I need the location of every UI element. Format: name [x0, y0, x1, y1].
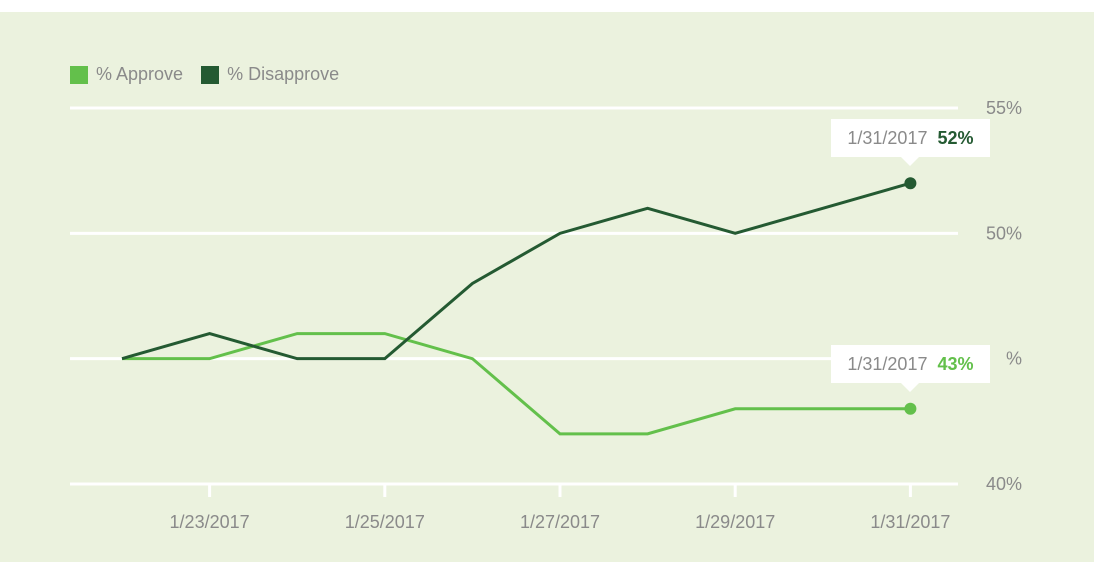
tooltip-disapprove: 1/31/2017 52% — [831, 119, 990, 167]
legend-disapprove[interactable]: % Disapprove — [201, 64, 339, 85]
tooltip-disapprove-value: 52% — [937, 128, 974, 149]
tooltip-approve-date: 1/31/2017 — [847, 353, 928, 374]
tooltip-approve-value: 43% — [937, 353, 974, 374]
end-point-disapprove — [904, 177, 917, 190]
x-tick-label: 1/31/2017 — [870, 512, 950, 532]
x-tick-label: 1/27/2017 — [520, 512, 600, 532]
chart-legend: % Approve % Disapprove — [70, 64, 357, 85]
series-line-disapprove — [121, 181, 911, 361]
approve-swatch — [70, 65, 88, 84]
legend-disapprove-label: % Disapprove — [227, 64, 340, 84]
y-tick-label: 50% — [986, 223, 1022, 243]
disapprove-swatch — [201, 65, 220, 84]
y-tick-label: 40% — [986, 474, 1022, 494]
legend-approve-label: % Approve — [96, 64, 184, 84]
tooltip-approve: 1/31/2017 43% — [831, 344, 990, 392]
x-tick-label: 1/25/2017 — [345, 512, 425, 532]
series-line-approve — [122, 332, 911, 436]
y-tick-label: % — [1006, 349, 1022, 369]
legend-approve[interactable]: % Approve — [70, 64, 183, 85]
end-point-approve — [904, 402, 917, 415]
y-tick-label: 55% — [986, 98, 1022, 118]
x-tick-label: 1/23/2017 — [170, 512, 250, 532]
tooltip-disapprove-date: 1/31/2017 — [847, 128, 928, 149]
x-tick-label: 1/29/2017 — [695, 512, 775, 532]
chart-panel — [0, 12, 1094, 562]
